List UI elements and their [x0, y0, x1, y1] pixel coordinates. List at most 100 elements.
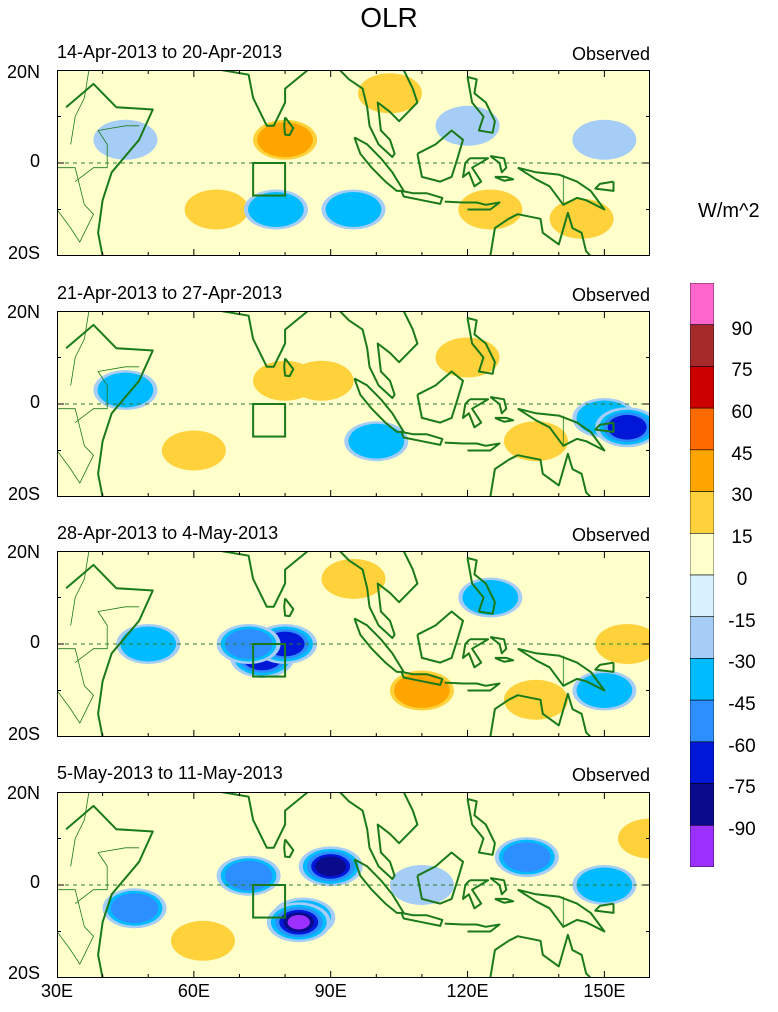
contour-band: [224, 860, 273, 891]
coastline: [400, 189, 444, 205]
coastline: [444, 922, 501, 933]
olr-anomaly-cell: [494, 837, 559, 878]
panel-2-title: 21-Apr-2013 to 27-Apr-2013: [57, 283, 283, 303]
coastline: [508, 211, 592, 256]
olr-anomaly-cell: [357, 73, 422, 114]
olr-anomaly-cell: [93, 370, 158, 411]
olr-anomaly-cell: [298, 846, 363, 887]
coastline: [221, 792, 309, 849]
target-region-box: [252, 643, 287, 678]
colorbar-label: 15: [731, 527, 753, 548]
colorbar-swatch: [690, 824, 714, 867]
coastline: [353, 617, 405, 673]
y-tick-label: 0: [29, 151, 40, 171]
olr-anomaly-cell: [435, 337, 500, 378]
olr-anomaly-cell: [102, 888, 167, 929]
contour-band: [224, 629, 273, 659]
olr-anomaly-cell: [266, 902, 331, 943]
coastline: [283, 597, 295, 618]
coastline: [221, 311, 309, 368]
colorbar-swatch: [690, 532, 714, 576]
contour-band: [287, 915, 310, 930]
colorbar-label: -45: [728, 694, 756, 715]
coastline: [462, 157, 490, 188]
contour-band: [170, 920, 235, 961]
coastline: [462, 638, 490, 669]
coastline: [594, 421, 615, 433]
contour-band: [503, 842, 551, 872]
coastline: [489, 155, 508, 174]
colorbar-swatch: [690, 366, 714, 409]
panel-frame: [57, 551, 650, 737]
contour-band: [503, 421, 568, 462]
contour-band: [325, 192, 382, 227]
y-tick-label: 0: [29, 632, 40, 652]
olr-anomaly-cell: [458, 577, 523, 618]
coastline: [508, 692, 592, 737]
olr-anomaly-cell: [389, 865, 454, 905]
olr-anomaly-cell: [184, 189, 249, 230]
coastline: [416, 610, 464, 664]
coastline: [221, 551, 309, 608]
colorbar-label: 30: [731, 485, 753, 506]
olr-anomaly-cell: [321, 558, 386, 599]
colorbar-unit-label: W/m^2: [698, 200, 760, 222]
coastline: [517, 888, 606, 933]
country-border: [70, 551, 90, 626]
target-region-box: [252, 884, 287, 919]
coastline: [444, 200, 501, 211]
coastline: [353, 136, 405, 192]
coastline: [65, 563, 154, 737]
contour-band: [462, 580, 519, 615]
y-tick-label: 0: [29, 392, 40, 412]
country-border: [74, 366, 140, 423]
y-tick-label: 20S: [7, 243, 40, 263]
colorbar-label: -90: [728, 819, 756, 840]
colorbar-label: 75: [731, 360, 753, 381]
coastline: [65, 804, 154, 978]
olr-anomaly-cell: [572, 119, 637, 160]
panel-frame: [57, 792, 650, 978]
x-tick-label: 150E: [583, 981, 626, 1001]
contour-band: [435, 337, 500, 378]
map-panel-3: [57, 551, 650, 737]
x-tick-label: 120E: [446, 981, 489, 1001]
olr-anomaly-cell: [170, 920, 235, 961]
colorbar-swatch: [690, 616, 714, 659]
olr-anomaly-cell: [93, 119, 158, 160]
colorbar-label: 60: [731, 402, 753, 423]
coastline: [444, 681, 501, 692]
country-border: [74, 606, 140, 663]
contour-band: [321, 558, 386, 599]
chart-title: OLR: [360, 2, 418, 33]
coastline: [339, 551, 419, 639]
coastline: [508, 452, 592, 497]
contour-band: [595, 624, 650, 664]
contour-band: [607, 414, 647, 440]
coastline: [489, 396, 508, 415]
olr-anomaly-cell: [389, 670, 454, 711]
colorbar-swatch: [690, 574, 714, 618]
x-tick-label: 30E: [40, 981, 74, 1001]
colorbar-label: 90: [731, 319, 753, 340]
colorbar-swatch: [690, 741, 714, 784]
y-tick-label: 20N: [6, 783, 40, 803]
contour-band: [572, 119, 637, 160]
colorbar-swatch: [690, 407, 714, 451]
coastline: [221, 70, 309, 127]
contour-band: [357, 73, 422, 114]
target-region-box: [252, 403, 287, 438]
coastline: [283, 357, 295, 378]
y-tick-label: 20N: [6, 542, 40, 562]
contour-band: [257, 122, 313, 158]
x-tick-label: 90E: [314, 981, 347, 1001]
country-border: [57, 408, 94, 484]
country-border: [74, 125, 140, 182]
x-tick-label: 60E: [177, 981, 210, 1001]
coastline: [353, 858, 405, 914]
contour-band: [549, 198, 614, 239]
y-tick-label: 20S: [7, 724, 40, 744]
olr-anomaly-cell: [344, 421, 409, 462]
contour-band: [184, 189, 249, 230]
coastline: [444, 441, 501, 452]
